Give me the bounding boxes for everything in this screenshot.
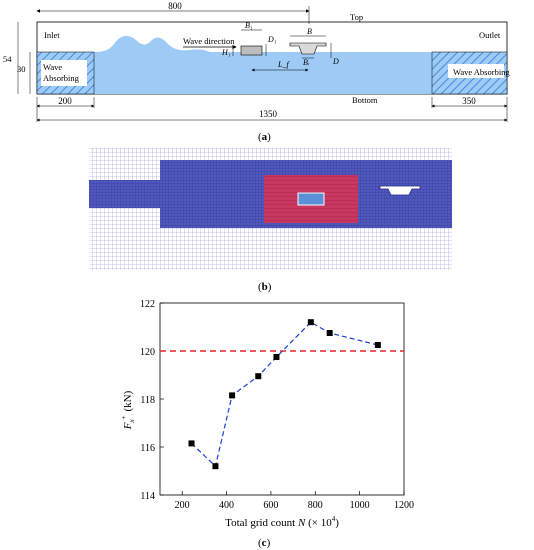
data-point-marker: [326, 330, 333, 336]
x-tick-label: 200: [175, 500, 190, 511]
dim-D1-label: D₁: [267, 35, 277, 44]
bottom-label: Bottom: [352, 95, 378, 105]
data-point-marker: [273, 354, 280, 360]
y-axis-ticks: 114 116 118 120 122: [140, 299, 164, 502]
wave-absorbing-right-label: Wave Absorbing: [453, 67, 510, 77]
dim-30-label: 30: [17, 64, 26, 74]
series-markers: [188, 319, 381, 470]
breakwater-box: [240, 45, 263, 56]
dim-Lf-label: L_f: [277, 60, 290, 69]
dim-Br-label: Bᵣ: [303, 58, 310, 67]
y-tick-label: 116: [140, 443, 155, 454]
panel-a-caption: (a): [258, 131, 271, 143]
y-axis-label: Fx+(kN): [120, 390, 136, 430]
panel-a: Wave Absorbing Wave Absorbing Inlet Outl…: [3, 1, 510, 143]
x-tick-label: 400: [219, 500, 234, 511]
y-tick-label: 122: [140, 299, 155, 310]
dim-1350-label: 1350: [259, 109, 278, 119]
wave-absorbing-left-label-1: Wave: [43, 62, 62, 72]
x-tick-label: 1200: [394, 500, 414, 511]
incident-wave: [96, 35, 210, 52]
label-box-left: [41, 60, 87, 86]
dim-B-label: B: [307, 27, 312, 36]
dim-B1-label: B₁: [245, 21, 253, 30]
x-tick-label: 600: [263, 500, 278, 511]
panel-c-caption: (c): [258, 537, 271, 549]
label-box-right: [448, 64, 504, 78]
data-point-marker: [188, 440, 195, 447]
wave-absorbing-left-label-2: Absorbing: [43, 73, 80, 83]
series-line: [191, 321, 378, 468]
data-point-marker: [255, 373, 262, 380]
y-tick-label: 118: [140, 395, 155, 406]
dim-H1-label: H₁: [221, 48, 231, 57]
panel-b-caption: (b): [258, 281, 272, 293]
plot-frame: [159, 302, 405, 496]
outlet-label: Outlet: [479, 30, 501, 40]
x-tick-label: 1000: [350, 500, 370, 511]
dim-D-label: D: [332, 57, 339, 66]
data-point-marker: [229, 392, 236, 399]
x-axis-label: Total grid count N (× 104): [225, 515, 339, 529]
data-point-marker: [307, 319, 314, 326]
structure-box-body: [297, 192, 325, 206]
dim-800-label: 800: [168, 1, 182, 11]
wave-direction-label: Wave direction: [183, 36, 235, 46]
water-body: [37, 52, 507, 94]
breakwater-t-shape: [289, 42, 327, 55]
panel-c: 200 400 600 800 1000 1200 114 116 118 120 122 Fx+…: [120, 299, 414, 549]
data-point-marker: [374, 342, 381, 348]
panel-b: (b): [89, 148, 452, 293]
y-tick-label: 120: [140, 347, 155, 358]
dim-350-label: 350: [462, 96, 476, 106]
structure-t-body: [379, 185, 421, 196]
inlet-label: Inlet: [44, 30, 60, 40]
dim-54-label: 54: [3, 54, 12, 64]
dim-200-label: 200: [58, 96, 72, 106]
y-tick-label: 114: [140, 491, 155, 502]
data-point-marker: [212, 463, 219, 470]
x-axis-ticks: 200 400 600 800 1000 1200: [175, 491, 414, 511]
top-label: Top: [350, 12, 363, 22]
x-tick-label: 800: [308, 500, 323, 511]
